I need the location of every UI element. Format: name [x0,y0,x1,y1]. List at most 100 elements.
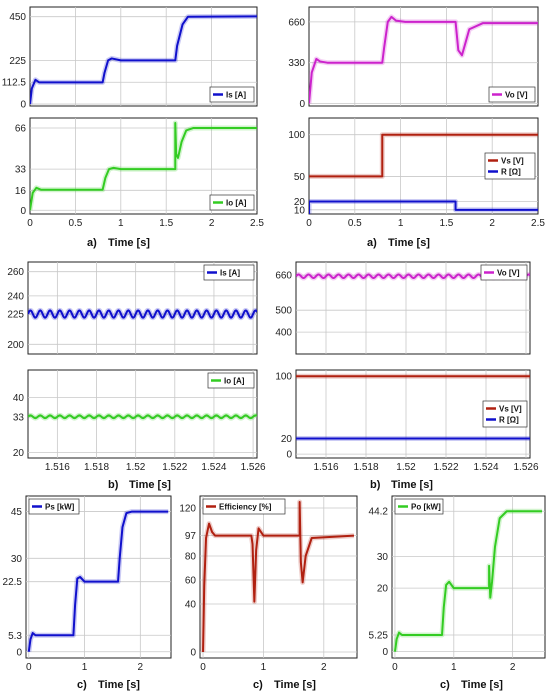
x-tick-label: 0 [27,218,33,229]
panel-io_b: 20 33 40 1.516 1.518 1.52 1.522 1.524 1.526 Io [A… [13,369,266,473]
x-tick-label: 2.5 [250,218,264,229]
xlabel-row3-left: Time [s] [98,679,140,691]
panel-ps_c: 0 5.3 22.5 30 45 0 1 2 Ps [kW] [3,495,172,673]
y-tick-label: 225 [9,56,26,67]
caption-row1-right: a) [367,237,377,249]
y-tick-label: 45 [11,507,23,518]
xlabel-row2-left: Time [s] [129,479,171,491]
x-tick-label: 1.516 [313,462,338,473]
y-tick-label: 500 [275,306,292,317]
y-tick-label: 60 [185,576,197,587]
x-tick-label: 2 [489,218,495,229]
x-tick-label: 1.522 [433,462,458,473]
y-tick-label: 660 [275,271,292,282]
x-tick-label: 1 [451,662,457,673]
legend: Vo [V] [488,86,536,103]
panel-io_a: 0 16 33 66 0 0.5 1 1.5 2 2.5 Io [A] [15,117,264,229]
legend-label: Efficiency [%] [219,503,272,512]
y-tick-label: 10 [294,205,306,216]
y-tick-label: 50 [294,172,306,183]
y-tick-label: 330 [288,58,305,69]
x-tick-label: 1 [82,662,88,673]
y-tick-label: 16 [15,186,27,197]
x-tick-label: 1.524 [473,462,498,473]
legend-label: Vo [V] [505,91,528,100]
y-tick-label: 0 [16,647,22,658]
series-line-vs_r_a-0 [309,133,538,178]
caption-row2-left: b) [108,479,119,491]
caption-row3-mid: c) [253,679,263,691]
y-tick-label: 0 [382,647,388,658]
panel-vo_a: 0 330 660 Vo [V] [288,6,539,110]
caption-row2-right: b) [370,479,381,491]
plot-area [199,495,358,659]
caption-row3-left: c) [77,679,87,691]
y-tick-label: 260 [7,267,24,278]
x-tick-label: 0.5 [68,218,82,229]
x-tick-label: 0.5 [348,218,362,229]
y-tick-label: 22.5 [3,577,23,588]
x-tick-label: 1.52 [126,462,146,473]
x-tick-label: 1.518 [353,462,378,473]
y-tick-label: 0 [190,648,196,659]
series-line-is_b-0 [28,309,257,319]
y-tick-label: 0 [20,206,26,217]
y-tick-label: 100 [288,130,305,141]
y-tick-label: 240 [7,291,24,302]
legend: Po [kW] [394,498,444,515]
legend: Is [A] [203,264,255,281]
y-tick-label: 0 [286,450,292,461]
y-tick-label: 200 [7,340,24,351]
legend: Ps [kW] [28,498,80,515]
x-tick-label: 1.524 [201,462,226,473]
panel-is_a: 0 112.5 225 450 Is [A] [2,6,258,111]
legend: Vs [V] R [Ω] [482,400,528,428]
y-tick-label: 450 [9,12,26,23]
x-tick-label: 1.518 [84,462,109,473]
xlabel-row1-left: Time [s] [108,237,150,249]
y-tick-label: 20 [13,448,25,459]
series-line-ps_c-0 [27,510,169,652]
legend: Io [A] [209,194,255,211]
xlabel-row3-right: Time [s] [461,679,503,691]
legend-label: R [Ω] [501,168,521,177]
caption-row3-right: c) [440,679,450,691]
y-tick-label: 0 [20,100,26,111]
y-tick-label: 112.5 [2,78,27,89]
xlabel-row2-right: Time [s] [391,479,433,491]
x-tick-label: 1.516 [45,462,70,473]
plot-area [25,495,172,659]
series-line-vs_r_a-1 [309,200,538,214]
panel-vo_b: 400 500 660 Vo [V] [275,261,531,355]
x-tick-label: 0 [26,662,32,673]
y-tick-label: 20 [281,434,293,445]
series-line-po_c-0 [393,510,543,652]
y-tick-label: 33 [15,165,27,176]
x-tick-label: 2 [321,662,327,673]
legend-label: Ps [kW] [45,503,75,512]
y-tick-label: 44.2 [369,507,389,518]
x-tick-label: 1.522 [162,462,187,473]
x-tick-label: 0 [306,218,312,229]
y-tick-label: 40 [13,393,25,404]
panel-eff_c: 0 40 60 80 97 120 0 1 2 Efficiency [%] [179,495,358,673]
legend: Vs [V] R [Ω] [484,152,536,180]
legend-label: Po [kW] [411,503,441,512]
y-tick-label: 33 [13,412,25,423]
legend-label: Io [A] [226,199,247,208]
legend-label: Vs [V] [499,405,522,414]
caption-row1-left: a) [87,237,97,249]
y-tick-label: 97 [185,531,197,542]
xlabel-row1-right: Time [s] [388,237,430,249]
x-tick-label: 0 [392,662,398,673]
series-line-eff_c-0 [202,501,355,653]
legend: Vo [V] [480,264,528,281]
y-tick-label: 30 [377,552,389,563]
legend: Io [A] [207,372,255,389]
x-tick-label: 1.5 [439,218,453,229]
y-tick-label: 100 [275,372,292,383]
y-tick-label: 80 [185,552,197,563]
x-tick-label: 1.526 [513,462,538,473]
